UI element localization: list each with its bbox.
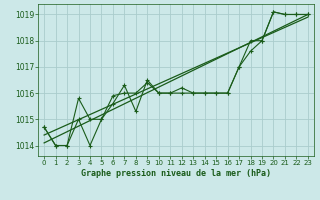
X-axis label: Graphe pression niveau de la mer (hPa): Graphe pression niveau de la mer (hPa) (81, 169, 271, 178)
